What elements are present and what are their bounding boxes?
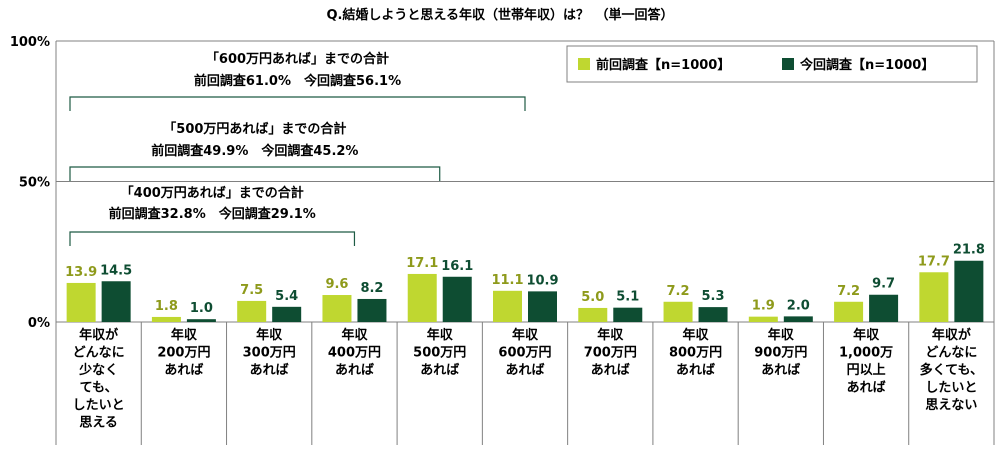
data-label: 5.1 (616, 290, 639, 305)
category-label: 年収 600万円あれば (498, 327, 551, 378)
total-bracket (70, 232, 354, 246)
data-label: 1.9 (752, 299, 775, 314)
bar (272, 307, 301, 322)
bar (784, 316, 813, 322)
legend-swatch (782, 58, 794, 70)
data-label: 10.9 (526, 273, 558, 288)
data-label: 17.1 (406, 256, 438, 271)
y-tick-label: 50% (19, 176, 50, 191)
data-label: 9.7 (872, 277, 895, 292)
bar (187, 319, 216, 322)
total-bracket (70, 97, 525, 111)
category-label: 年収 1,000万円以上あれば (839, 327, 893, 396)
data-label: 5.4 (275, 289, 298, 304)
bar (613, 308, 642, 322)
category-label: 年収 300万円あれば (243, 327, 296, 378)
bar (237, 301, 266, 322)
category-label: 年収 700万円あれば (584, 327, 637, 378)
bar (528, 291, 557, 322)
category-label: 年収 800万円あれば (669, 327, 722, 378)
annotation-heading: 「600万円あれば」までの合計 (206, 51, 389, 67)
bar (919, 272, 948, 322)
bar (67, 283, 96, 322)
data-label: 5.3 (702, 289, 725, 304)
category-label: 年収 200万円あれば (157, 327, 210, 378)
bar (664, 302, 693, 322)
legend-label: 今回調査【n=1000】 (799, 57, 934, 73)
bar (954, 261, 983, 322)
data-label: 14.5 (100, 263, 132, 278)
data-label: 11.1 (491, 273, 523, 288)
bar-chart: Q.結婚しようと思える年収（世帯年収）は？ （単一回答） 「600万円あれば」ま… (0, 0, 1000, 449)
bar (699, 307, 728, 322)
bar (152, 317, 181, 322)
data-label: 9.6 (325, 277, 348, 292)
bar (443, 277, 472, 322)
annotation-heading: 「400万円あれば」までの合計 (121, 185, 304, 201)
data-label: 7.2 (667, 284, 690, 299)
category-label: 年収 500万円あれば (413, 327, 466, 378)
chart-title: Q.結婚しようと思える年収（世帯年収）は？ （単一回答） (326, 7, 673, 23)
bar (578, 308, 607, 322)
data-label: 21.8 (953, 243, 985, 258)
annotation-heading: 「500万円あれば」までの合計 (163, 121, 346, 137)
data-label: 5.0 (581, 290, 604, 305)
data-label: 7.5 (240, 283, 263, 298)
bar (493, 291, 522, 322)
bar (834, 302, 863, 322)
legend-label: 前回調査【n=1000】 (596, 57, 730, 73)
legend-swatch (578, 58, 590, 70)
y-tick-label: 0% (28, 316, 50, 331)
annotation-values: 前回調査61.0% 今回調査56.1% (194, 73, 401, 89)
bar (102, 281, 131, 322)
y-tick-label: 100% (10, 35, 50, 50)
category-label: 年収がどんなに多くても、したいと思えない (920, 327, 984, 413)
total-bracket (70, 167, 440, 181)
bar (408, 274, 437, 322)
annotation-values: 前回調査49.9% 今回調査45.2% (151, 143, 358, 159)
category-label: 年収がどんなに少なくても、したいと思える (73, 327, 125, 431)
data-label: 2.0 (787, 298, 810, 313)
bar (322, 295, 351, 322)
category-label: 年収 400万円あれば (328, 327, 381, 378)
data-label: 13.9 (65, 265, 97, 280)
annotation-values: 前回調査32.8% 今回調査29.1% (109, 206, 316, 222)
data-label: 7.2 (837, 284, 860, 299)
data-label: 16.1 (441, 259, 473, 274)
bar (869, 295, 898, 322)
data-label: 1.8 (155, 299, 178, 314)
category-label: 年収 900万円あれば (754, 327, 807, 378)
data-label: 1.0 (190, 301, 213, 316)
data-label: 17.7 (918, 254, 950, 269)
bar (357, 299, 386, 322)
data-label: 8.2 (360, 281, 383, 296)
bar (749, 317, 778, 322)
